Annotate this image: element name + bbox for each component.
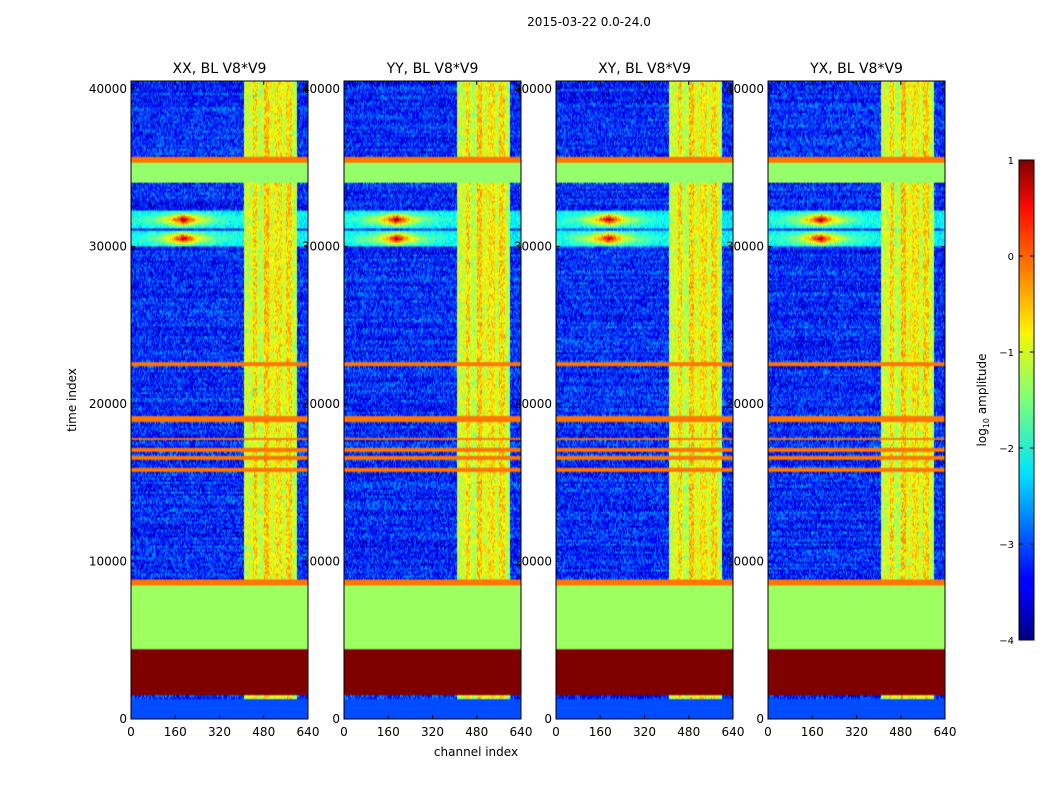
x-tick-label: 480 [465,725,488,739]
x-tick-label: 160 [164,725,187,739]
x-tick-label: 320 [421,725,444,739]
y-tick-label: 30000 [89,239,127,253]
figure-suptitle: 2015-03-22 0.0-24.0 [527,15,651,29]
x-tick-label: 0 [552,725,560,739]
y-tick-label: 10000 [726,554,764,568]
panel-1: XX, BL V8*V9 0 160 320 480 640 0 10000 20000 3000… [89,61,320,739]
y-tick-label: 10000 [514,554,552,568]
y-tick-label: 40000 [302,82,340,96]
y-tick-label: 10000 [302,554,340,568]
y-tick-label: 20000 [89,397,127,411]
colorbar-label-sub: 10 [982,418,991,428]
colorbar: 10−1−2−3−4 log10 amplitude [975,156,1035,647]
heatmap-image-2 [344,81,521,719]
y-tick-label: 40000 [514,82,552,96]
y-tick-label: 30000 [726,239,764,253]
panel-title-1: XX, BL V8*V9 [173,61,267,77]
y-tick-label: 20000 [726,397,764,411]
heatmap-image-4 [768,81,945,719]
x-tick-label: 640 [510,725,533,739]
panel-title-2: YY, BL V8*V9 [386,61,479,77]
x-tick-label: 640 [722,725,745,739]
x-tick-label: 160 [801,725,824,739]
colorbar-tick-label: −3 [999,540,1014,551]
panel-title-4: YX, BL V8*V9 [809,61,903,77]
x-tick-label: 480 [677,725,700,739]
colorbar-tick-label: −1 [999,348,1014,359]
y-tick-label: 30000 [514,239,552,253]
heatmap-panels: XX, BL V8*V9 0 160 320 480 640 0 10000 20000 3000… [89,61,957,739]
y-tick-label: 20000 [302,397,340,411]
y-tick-label: 0 [544,712,552,726]
y-tick-label: 40000 [726,82,764,96]
y-tick-label: 0 [332,712,340,726]
panel-title-3: XY, BL V8*V9 [598,61,691,77]
y-tick-label: 30000 [302,239,340,253]
colorbar-label-log: log [975,428,989,446]
x-tick-label: 320 [633,725,656,739]
y-tick-label: 10000 [89,554,127,568]
panel-4: YX, BL V8*V9 0 160 320 480 640 0 10000 20000 3000… [726,61,957,739]
x-tick-label: 320 [845,725,868,739]
colorbar-tick-label: 0 [1008,252,1014,263]
x-tick-label: 480 [889,725,912,739]
colorbar-label-rest: amplitude [975,354,989,418]
colorbar-gradient [1018,159,1035,641]
x-tick-label: 0 [340,725,348,739]
y-tick-label: 40000 [89,82,127,96]
colorbar-tick-label: −2 [999,444,1014,455]
heatmap-image-3 [556,81,733,719]
y-tick-label: 20000 [514,397,552,411]
y-axis-label: time index [65,368,79,432]
x-axis-label: channel index [434,745,518,759]
x-tick-label: 0 [127,725,135,739]
colorbar-label: log10 amplitude [975,354,991,447]
heatmap-image-1 [131,81,308,719]
y-tick-label: 0 [119,712,127,726]
colorbar-tick-label: 1 [1008,156,1014,167]
x-tick-label: 640 [297,725,320,739]
colorbar-tick-label: −4 [999,636,1014,647]
x-tick-label: 480 [252,725,275,739]
y-tick-label: 0 [756,712,764,726]
x-tick-label: 0 [764,725,772,739]
x-tick-label: 640 [934,725,957,739]
panel-2: YY, BL V8*V9 0 160 320 480 640 0 10000 20000 3000… [302,61,533,739]
panel-3: XY, BL V8*V9 0 160 320 480 640 0 10000 20000 3000… [514,61,745,739]
x-tick-label: 320 [208,725,231,739]
x-tick-label: 160 [377,725,400,739]
x-tick-label: 160 [589,725,612,739]
